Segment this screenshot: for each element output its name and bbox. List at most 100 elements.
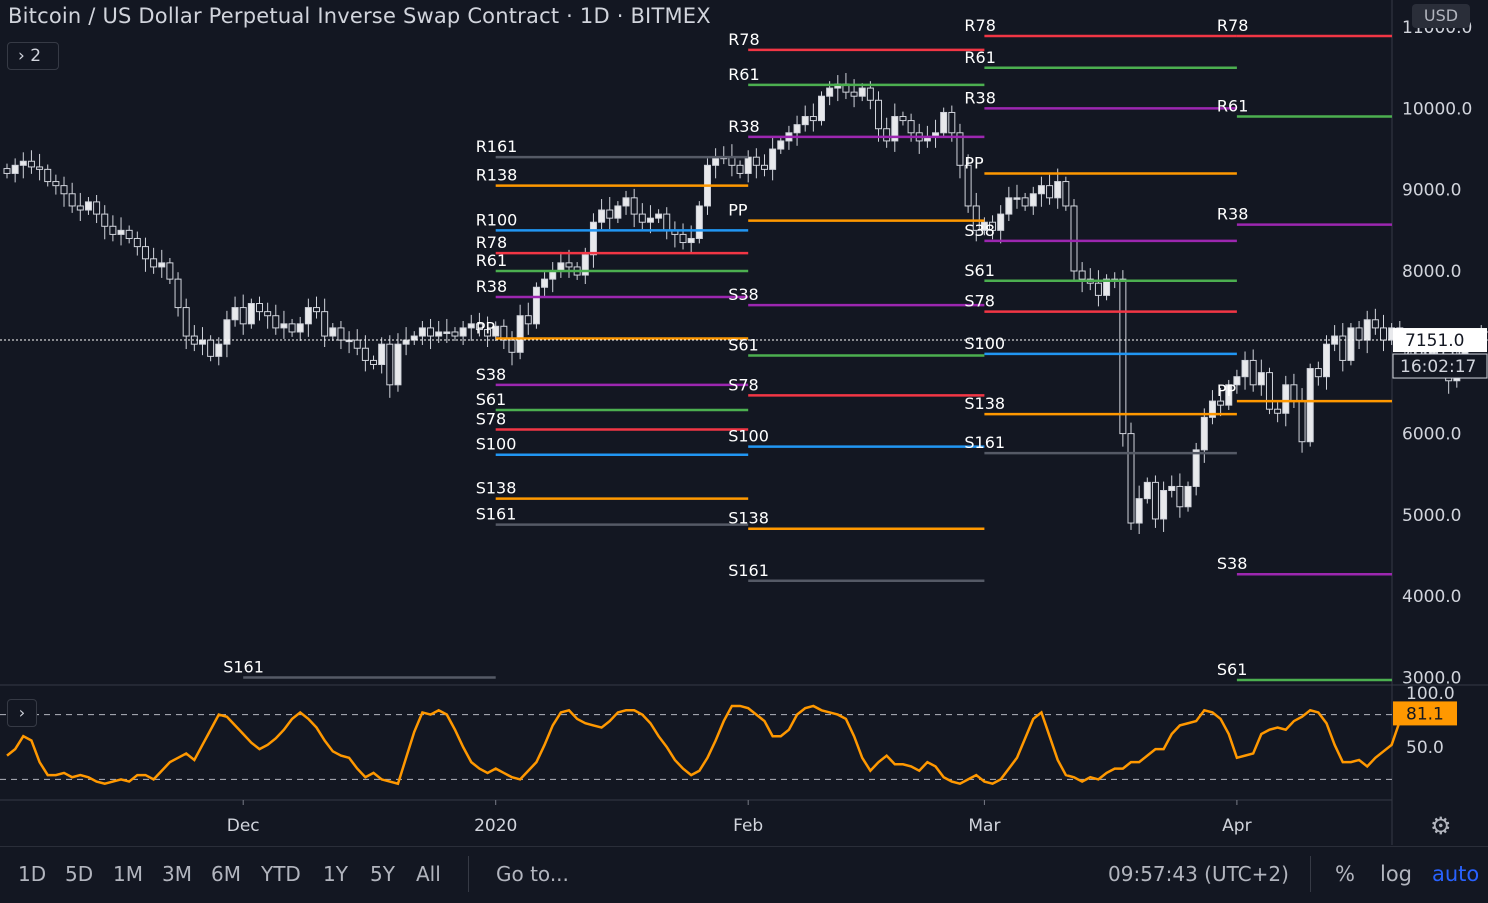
- candle-up: [581, 254, 589, 276]
- pivot-label: S100: [728, 427, 769, 446]
- range-button-5d[interactable]: 5D: [65, 862, 94, 886]
- oscillator-toggle-button[interactable]: ›: [7, 699, 37, 727]
- candle-down: [93, 201, 101, 215]
- range-button-1d[interactable]: 1D: [18, 862, 47, 886]
- pivot-label: PP: [1217, 381, 1237, 400]
- candle-up: [980, 221, 988, 231]
- candle-up: [826, 87, 834, 97]
- time-tick-label: 2020: [474, 816, 517, 836]
- pivot-label: R100: [476, 210, 518, 229]
- price-tick-label: 9000.0: [1402, 181, 1461, 201]
- candle-down: [239, 307, 247, 325]
- candle-down: [133, 237, 141, 248]
- candle-up: [435, 331, 443, 337]
- candle-down: [1298, 400, 1306, 443]
- range-button-3m[interactable]: 3M: [162, 862, 192, 886]
- clock-timezone[interactable]: 09:57:43 (UTC+2): [1108, 862, 1289, 886]
- oscillator-line: [6, 704, 1417, 786]
- candle-up: [1168, 485, 1176, 492]
- candle-up: [1282, 384, 1290, 414]
- pivot-label: R78: [476, 233, 507, 252]
- candle-down: [760, 164, 768, 170]
- pivot-label: R78: [964, 16, 995, 35]
- pivot-label: PP: [728, 201, 748, 220]
- candle-down: [1249, 359, 1257, 386]
- candle-up: [1363, 319, 1371, 341]
- candle-down: [663, 213, 671, 231]
- candle-up: [1208, 400, 1216, 418]
- pivot-label: S161: [223, 658, 264, 677]
- candle-up: [223, 319, 231, 345]
- candle-down: [272, 315, 280, 329]
- time-tick-label: Mar: [968, 816, 1000, 836]
- candle-up: [231, 307, 239, 321]
- candle-down: [752, 156, 760, 166]
- pivot-label: S161: [476, 505, 517, 524]
- candle-down: [313, 307, 321, 313]
- candle-up: [280, 323, 288, 329]
- range-button-6m[interactable]: 6M: [211, 862, 241, 886]
- pivot-label: S138: [476, 479, 517, 498]
- candle-up: [247, 303, 255, 325]
- last-price-badge: [1393, 328, 1487, 353]
- candle-down: [1274, 408, 1282, 414]
- candle-up: [1135, 498, 1143, 524]
- pivot-label: R38: [728, 117, 759, 136]
- candle-down: [630, 197, 638, 215]
- candle-up: [1200, 416, 1208, 451]
- candle-down: [109, 225, 117, 235]
- osc-last-badge: [1393, 701, 1457, 726]
- goto-button[interactable]: Go to...: [496, 862, 569, 886]
- range-button-1m[interactable]: 1M: [113, 862, 143, 886]
- candle-down: [484, 329, 492, 337]
- range-button-1y[interactable]: 1Y: [323, 862, 348, 886]
- range-button-ytd[interactable]: YTD: [261, 862, 301, 886]
- range-button-5y[interactable]: 5Y: [370, 862, 395, 886]
- candle-down: [1371, 319, 1379, 329]
- candle-up: [158, 262, 166, 268]
- candle-up: [646, 217, 654, 223]
- pivot-label: PP: [476, 318, 496, 337]
- pivot-label: S61: [964, 261, 995, 280]
- candle-down: [36, 166, 44, 170]
- candle-up: [891, 116, 899, 142]
- pivot-label: R61: [1217, 97, 1248, 116]
- currency-label[interactable]: USD: [1412, 4, 1470, 28]
- candle-down: [1078, 270, 1086, 280]
- toolbar-divider: [468, 856, 469, 892]
- candle-up: [589, 221, 597, 256]
- candle-up: [940, 111, 948, 134]
- candle-up: [84, 201, 92, 211]
- pivot-label: R161: [476, 137, 518, 156]
- candle-up: [818, 95, 825, 122]
- legend-toggle-button[interactable]: › 2: [7, 42, 59, 70]
- candle-down: [948, 111, 956, 134]
- candle-down: [475, 323, 483, 331]
- candle-down: [150, 258, 158, 268]
- pivot-label: R38: [1217, 205, 1248, 224]
- gear-icon[interactable]: ⚙: [1430, 812, 1452, 840]
- candle-down: [1355, 327, 1363, 341]
- pivot-label: S38: [476, 365, 507, 384]
- candle-down: [1127, 433, 1135, 524]
- candle-up: [1160, 490, 1168, 520]
- candle-up: [11, 164, 19, 174]
- percent-scale-button[interactable]: %: [1335, 862, 1355, 886]
- range-button-all[interactable]: All: [416, 862, 441, 886]
- candle-down: [386, 343, 394, 386]
- candle-down: [125, 229, 133, 239]
- candle-down: [1380, 327, 1388, 341]
- pivot-label: S161: [728, 561, 769, 580]
- candle-down: [255, 303, 263, 313]
- countdown-value: 16:02:17: [1400, 357, 1476, 377]
- pivot-label: R61: [728, 65, 759, 84]
- bottom-toolbar: [0, 846, 1488, 903]
- pivot-label: S78: [476, 410, 507, 429]
- candle-down: [60, 185, 68, 195]
- candle-down: [565, 262, 573, 268]
- auto-scale-button[interactable]: auto: [1432, 862, 1480, 886]
- candle-up: [655, 213, 663, 219]
- log-scale-button[interactable]: log: [1380, 862, 1413, 886]
- pivot-label: S138: [728, 509, 769, 528]
